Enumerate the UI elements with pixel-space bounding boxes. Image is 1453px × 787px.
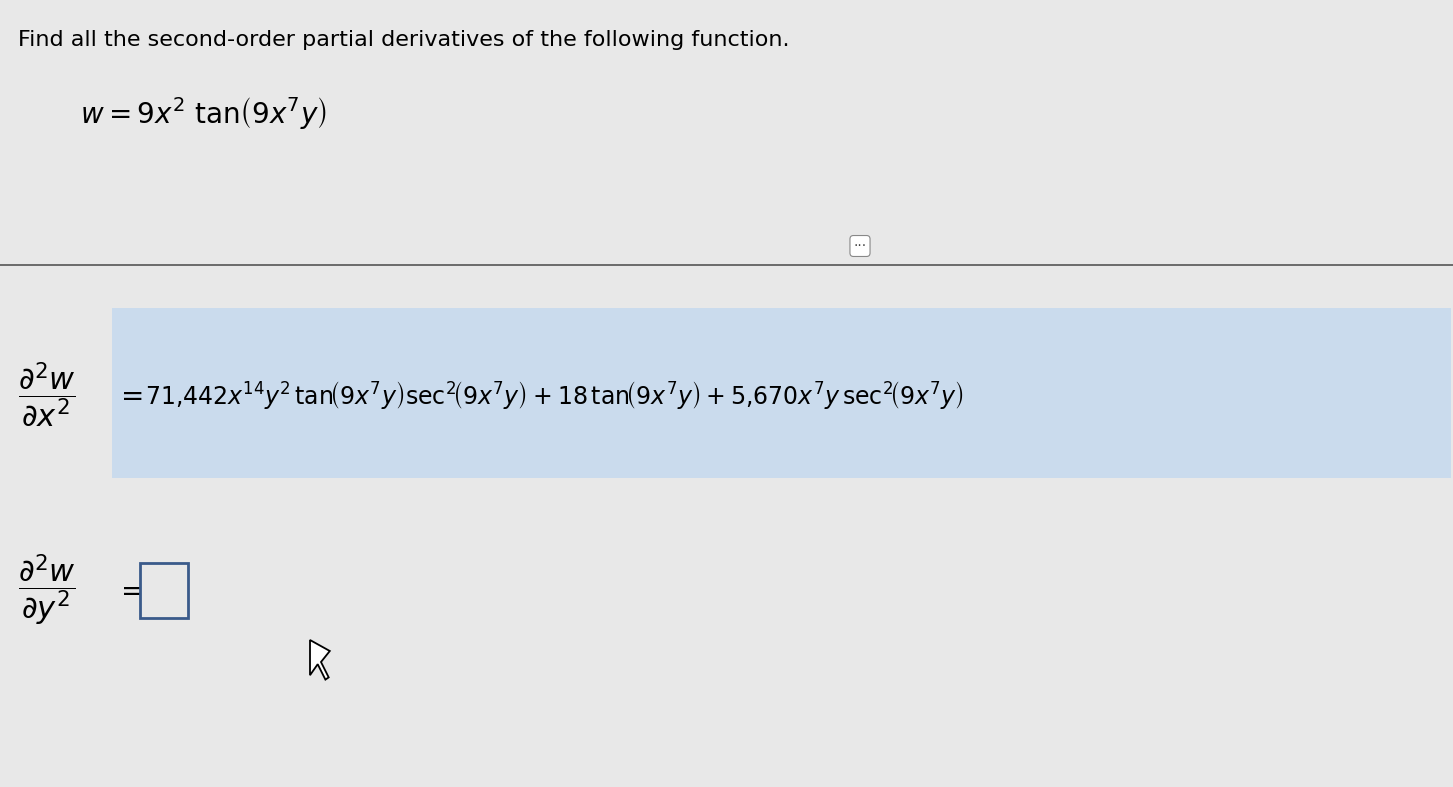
Text: $\dfrac{\partial^{2}w}{\partial y^{2}}$: $\dfrac{\partial^{2}w}{\partial y^{2}}$: [17, 552, 76, 628]
Bar: [112, 308, 1452, 478]
Text: Find all the second-order partial derivatives of the following function.: Find all the second-order partial deriva…: [17, 30, 789, 50]
Text: ···: ···: [853, 239, 866, 253]
Text: $\dfrac{\partial^{2}w}{\partial x^{2}}$: $\dfrac{\partial^{2}w}{\partial x^{2}}$: [17, 360, 76, 430]
Text: $=$: $=$: [115, 576, 142, 604]
Text: $=$: $=$: [115, 381, 142, 409]
Bar: [139, 563, 187, 618]
Text: $w = 9x^{2}\ \mathrm{tan}\left(9x^{7}y\right)$: $w = 9x^{2}\ \mathrm{tan}\left(9x^{7}y\r…: [80, 95, 327, 131]
Polygon shape: [309, 640, 330, 680]
Text: $71{,}442x^{14}y^{2}\,\mathrm{tan}\!\left(9x^{7}y\right)\mathrm{sec}^{2}\!\left(: $71{,}442x^{14}y^{2}\,\mathrm{tan}\!\lef…: [145, 379, 965, 411]
